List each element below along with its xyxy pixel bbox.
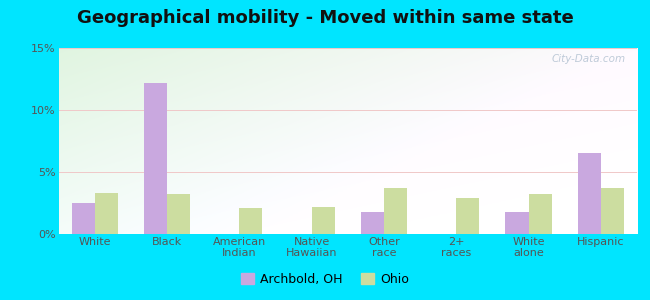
Bar (384, 188, 407, 234)
Legend: Archbold, OH, Ohio: Archbold, OH, Ohio (236, 268, 414, 291)
Bar (95, 193, 118, 234)
Bar (239, 208, 263, 234)
Bar (311, 207, 335, 234)
Bar (144, 83, 167, 234)
Bar (506, 212, 528, 234)
Bar (167, 194, 190, 234)
Text: Geographical mobility - Moved within same state: Geographical mobility - Moved within sam… (77, 9, 573, 27)
Bar (578, 153, 601, 234)
Bar (528, 194, 552, 234)
Bar (72, 203, 95, 234)
Bar (601, 188, 624, 234)
Text: City-Data.com: City-Data.com (551, 54, 625, 64)
Bar (361, 212, 384, 234)
Bar (456, 198, 479, 234)
